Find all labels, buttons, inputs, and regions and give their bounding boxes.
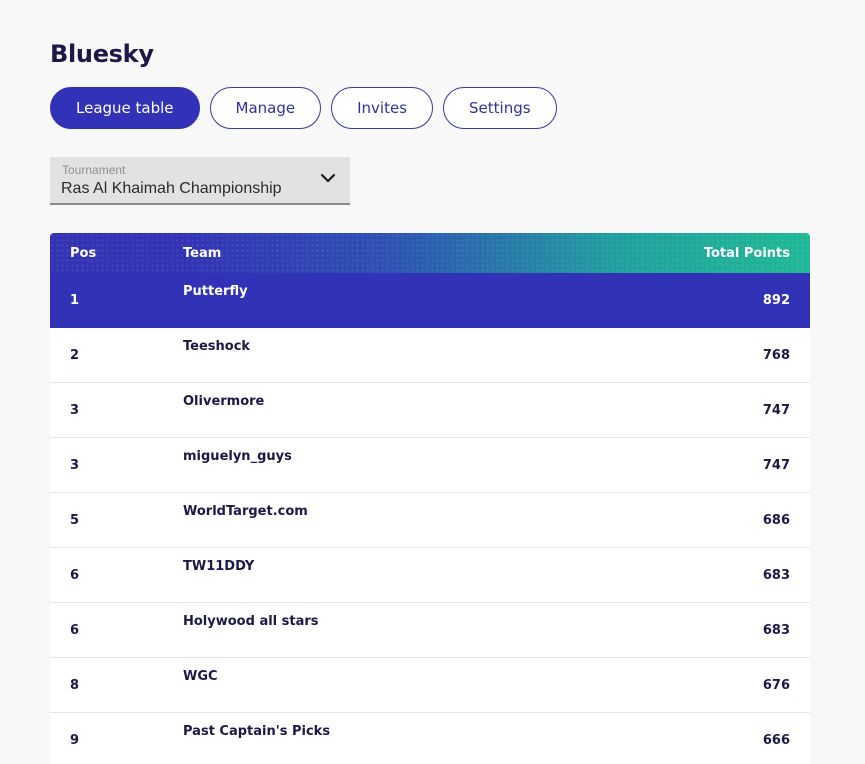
tournament-select-label: Tournament <box>62 163 126 177</box>
row-total-points: 768 <box>762 348 790 363</box>
tournament-select-value: Ras Al Khaimah Championship <box>61 180 282 197</box>
row-position: 1 <box>70 293 80 308</box>
row-team-name: Holywood all stars <box>183 614 319 629</box>
row-team-name: Past Captain's Picks <box>183 724 331 739</box>
table-row[interactable]: 5 WorldTarget.com 686 <box>50 493 810 548</box>
row-total-points: 686 <box>762 513 790 528</box>
row-team-name: Olivermore <box>183 394 265 409</box>
row-total-points: 747 <box>762 403 790 418</box>
row-team-name: Putterfly <box>183 284 248 299</box>
column-header-team: Team <box>183 246 222 261</box>
table-row[interactable]: 3 miguelyn_guys 747 <box>50 438 810 493</box>
league-table: Pos Team Total Points 1 Putterfly 892 2 … <box>50 233 810 764</box>
row-team-name: WorldTarget.com <box>183 504 308 519</box>
table-row[interactable]: 6 Holywood all stars 683 <box>50 603 810 658</box>
row-team-name: miguelyn_guys <box>183 449 292 464</box>
row-position: 3 <box>70 458 80 473</box>
table-row[interactable]: 6 TW11DDY 683 <box>50 548 810 603</box>
table-row[interactable]: 1 Putterfly 892 <box>50 273 810 328</box>
table-row[interactable]: 2 Teeshock 768 <box>50 328 810 383</box>
row-team-name: TW11DDY <box>183 559 255 574</box>
row-total-points: 892 <box>762 293 790 308</box>
column-header-pos: Pos <box>70 246 97 261</box>
table-row[interactable]: 9 Past Captain's Picks 666 <box>50 713 810 764</box>
row-position: 2 <box>70 348 80 363</box>
table-row[interactable]: 3 Olivermore 747 <box>50 383 810 438</box>
table-header: Pos Team Total Points <box>50 233 810 273</box>
column-header-total-points: Total Points <box>703 246 790 261</box>
row-position: 6 <box>70 568 80 583</box>
row-total-points: 747 <box>762 458 790 473</box>
row-total-points: 683 <box>762 568 790 583</box>
row-position: 6 <box>70 623 80 638</box>
row-position: 8 <box>70 678 80 693</box>
tab-settings[interactable]: Settings <box>443 87 557 129</box>
row-total-points: 683 <box>762 623 790 638</box>
row-total-points: 676 <box>762 678 790 693</box>
row-total-points: 666 <box>762 733 790 748</box>
tab-league-table[interactable]: League table <box>50 87 200 129</box>
tab-invites[interactable]: Invites <box>331 87 434 129</box>
row-position: 5 <box>70 513 80 528</box>
tournament-select[interactable]: Tournament Ras Al Khaimah Championship <box>50 157 350 205</box>
tab-manage[interactable]: Manage <box>209 87 322 129</box>
row-team-name: Teeshock <box>183 339 251 354</box>
chevron-down-icon <box>320 173 336 183</box>
row-position: 3 <box>70 403 80 418</box>
row-team-name: WGC <box>183 669 218 684</box>
league-title: Bluesky <box>50 40 154 68</box>
league-tabs: League table Manage Invites Settings <box>50 87 557 129</box>
table-row[interactable]: 8 WGC 676 <box>50 658 810 713</box>
row-position: 9 <box>70 733 80 748</box>
